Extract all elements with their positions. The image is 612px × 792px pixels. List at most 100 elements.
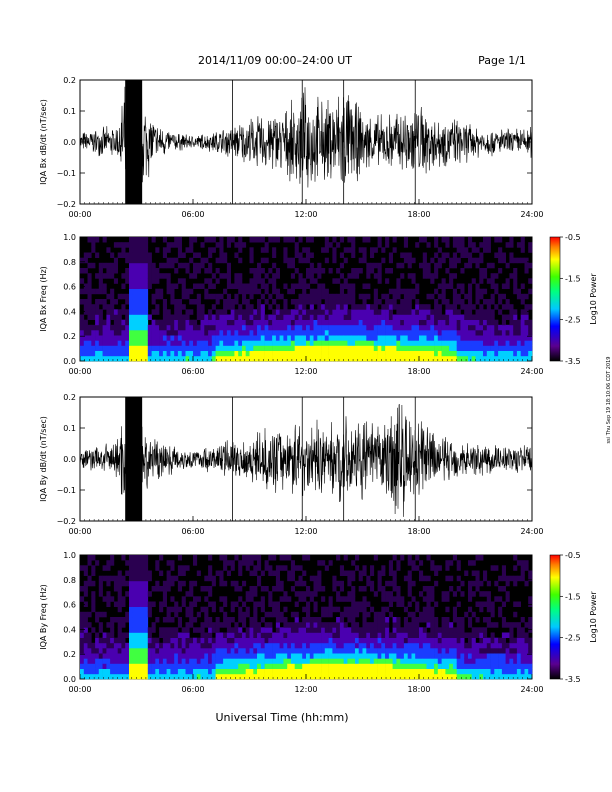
spectrogram-cell — [381, 627, 386, 633]
spectrogram-cell — [249, 658, 254, 664]
spectrogram-cell — [226, 570, 231, 576]
spectrogram-cell — [275, 642, 280, 649]
spectrogram-cell — [388, 596, 393, 602]
spectrogram-cell — [174, 330, 179, 336]
dbdt-series-line — [79, 396, 533, 522]
spectrogram-cell — [324, 309, 329, 315]
spectrogram-cell — [407, 637, 412, 644]
spectrogram-cell — [407, 309, 412, 315]
spectrogram-cell — [426, 668, 431, 675]
spectrogram-cell — [185, 247, 190, 253]
spectrogram-cell — [132, 627, 137, 633]
spectrogram-cell — [294, 565, 299, 571]
spectrogram-cell — [170, 288, 175, 295]
spectrogram-cell — [177, 262, 182, 269]
spectrogram-cell — [520, 663, 525, 669]
spectrogram-cell — [509, 273, 514, 279]
spectrogram-cell — [400, 330, 405, 336]
spectrogram-cell — [403, 304, 408, 310]
spectrogram-cell — [464, 319, 469, 326]
spectrogram-cell — [189, 586, 194, 592]
spectrogram-cell — [196, 637, 201, 644]
spectrogram-cell — [162, 319, 167, 326]
spectrogram-cell — [351, 622, 356, 628]
spectrogram-cell — [528, 575, 533, 582]
spectrogram-cell — [370, 648, 375, 654]
spectrogram-cell — [208, 663, 213, 669]
spectrogram-cell — [407, 586, 412, 592]
spectrogram-cell — [479, 242, 484, 248]
spectrogram-cell — [396, 288, 401, 295]
spectrogram-cell — [498, 673, 503, 680]
spectrogram-cell — [452, 591, 457, 597]
spectrogram-cell — [501, 314, 506, 320]
spectrogram-cell — [516, 663, 521, 669]
spectrogram-cell — [245, 663, 250, 669]
spectrogram-cell — [362, 247, 367, 253]
spectrogram-cell — [80, 627, 85, 633]
spectrogram-cell — [415, 555, 420, 561]
spectrogram-cell — [181, 340, 186, 346]
spectrogram-cell — [91, 555, 96, 561]
spectrogram-cell — [302, 642, 307, 649]
spectrogram-cell — [343, 350, 348, 357]
spectrogram-cell — [223, 330, 228, 336]
spectrogram-cell — [347, 617, 352, 623]
spectrogram-cell — [373, 309, 378, 315]
spectrogram-cell — [223, 355, 228, 362]
spectrogram-cell — [468, 340, 473, 346]
spectrogram-cell — [91, 242, 96, 248]
spectrogram-cell — [321, 335, 326, 341]
spectrogram-cell — [113, 617, 118, 623]
spectrogram-cell — [392, 304, 397, 310]
spectrogram-cell — [174, 575, 179, 582]
spectrogram-cell — [309, 673, 314, 680]
spectrogram-cell — [102, 596, 107, 602]
spectrogram-cell — [343, 304, 348, 310]
spectrogram-cell — [464, 314, 469, 320]
spectrogram-cell — [430, 648, 435, 654]
spectrogram-cell — [475, 288, 480, 295]
spectrogram-cell — [159, 555, 164, 561]
spectrogram-cell — [140, 242, 145, 248]
spectrogram-cell — [490, 606, 495, 613]
spectrogram-cell — [403, 319, 408, 326]
spectrogram-cell — [215, 622, 220, 628]
spectrogram-cell — [441, 299, 446, 305]
spectrogram-cell — [456, 601, 461, 607]
spectrogram-cell — [136, 648, 141, 654]
spectrogram-cell — [268, 591, 273, 597]
spectrogram-cell — [223, 314, 228, 320]
spectrogram-cell — [129, 601, 134, 607]
spectrogram-cell — [347, 237, 352, 243]
spectrogram-cell — [166, 257, 171, 264]
spectrogram-cell — [283, 247, 288, 253]
spectrogram-cell — [524, 324, 529, 331]
spectrogram-cell — [242, 663, 247, 669]
spectrogram-cell — [328, 632, 333, 638]
spectrogram-cell — [306, 673, 311, 680]
spectrogram-cell — [253, 288, 258, 295]
spectrogram-cell — [422, 648, 427, 654]
spectrogram-cell — [144, 252, 149, 258]
spectrogram-cell — [415, 663, 420, 669]
spectrogram-cell — [230, 663, 235, 669]
spectrogram-cell — [166, 278, 171, 284]
spectrogram-cell — [426, 340, 431, 346]
spectrogram-cell — [426, 268, 431, 274]
spectrogram-cell — [513, 278, 518, 284]
spectrogram-cell — [475, 658, 480, 664]
spectrogram-cell — [370, 252, 375, 258]
spectrogram-cell — [268, 663, 273, 669]
spectrogram-cell — [181, 668, 186, 675]
panel-by-spectrogram: 00:00 06:00 12:00 18:00 24:001.00.80.60.40.2… — [39, 551, 598, 694]
spectrogram-cell — [257, 663, 262, 669]
spectrogram-cell — [200, 627, 205, 633]
spectrogram-cell — [155, 648, 160, 654]
spectrogram-cell — [309, 632, 314, 638]
spectrogram-cell — [155, 345, 160, 351]
spectrogram-cell — [264, 648, 269, 654]
spectrogram-cell — [140, 340, 145, 346]
spectrogram-cell — [136, 673, 141, 680]
spectrogram-cell — [385, 309, 390, 315]
